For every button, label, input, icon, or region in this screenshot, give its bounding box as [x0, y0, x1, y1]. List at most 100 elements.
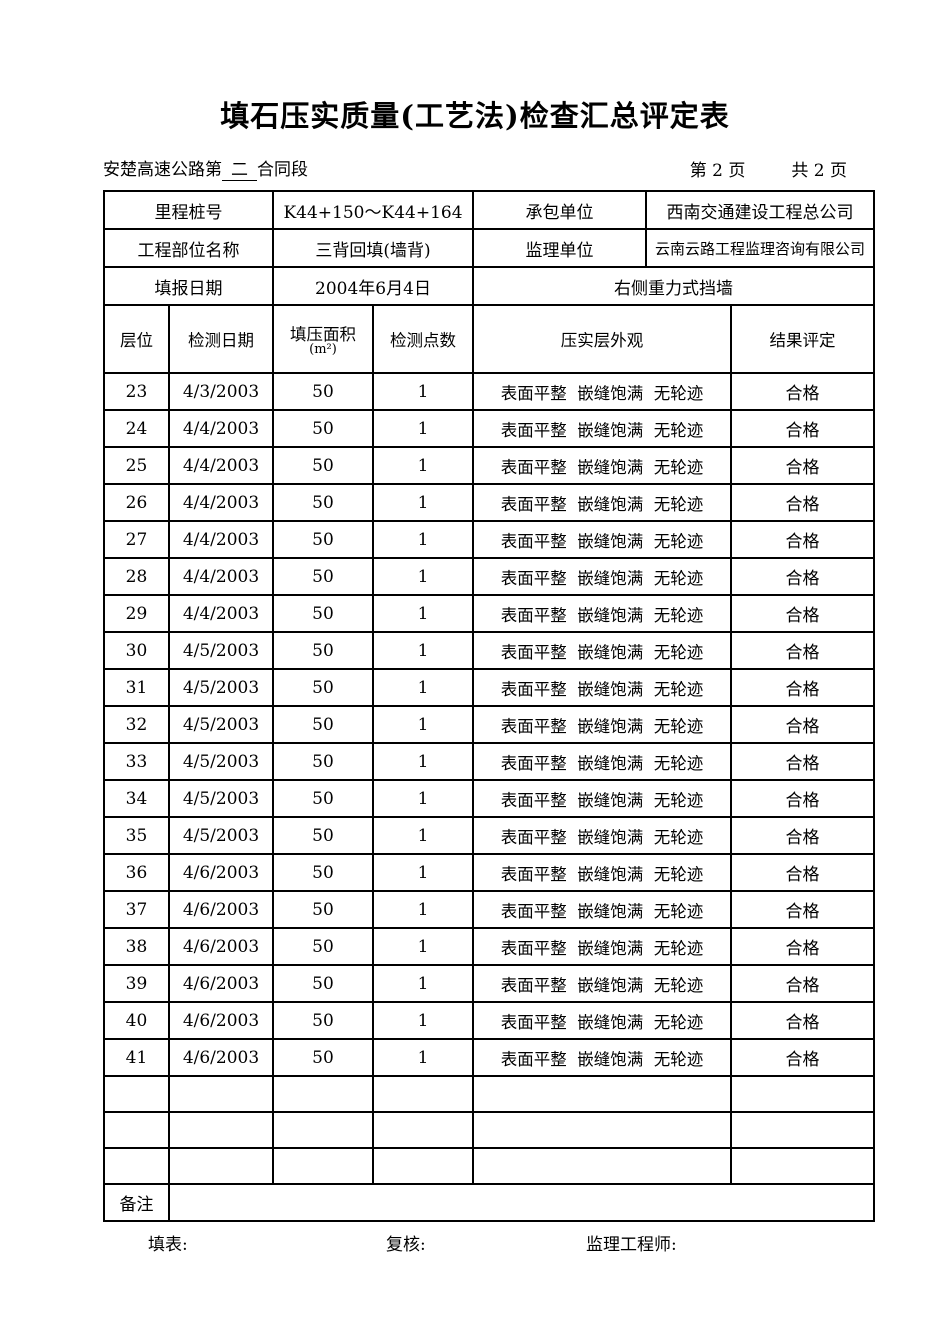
cell-appearance: 表面平整 嵌缝饱满 无轮迹	[472, 557, 732, 596]
cell-date-empty	[168, 1111, 274, 1149]
cell-points-empty	[372, 1111, 474, 1149]
cell-area: 50	[272, 927, 374, 966]
cell-result: 合格	[730, 890, 875, 929]
cell-layer: 41	[103, 1038, 170, 1077]
cell-layer: 40	[103, 1001, 170, 1040]
info-row-mileage: 里程桩号 K44+150～K44+164 承包单位 西南交通建设工程总公司	[103, 190, 875, 230]
cell-area: 50	[272, 446, 374, 485]
cell-layer-empty	[103, 1111, 170, 1149]
cell-points: 1	[372, 483, 474, 522]
cell-area: 50	[272, 557, 374, 596]
cell-appearance: 表面平整 嵌缝饱满 无轮迹	[472, 742, 732, 781]
cell-area: 50	[272, 890, 374, 929]
col-header-area-label: 填压面积	[290, 325, 356, 344]
part-value: 三背回填(墙背)	[272, 228, 474, 268]
table-row: 41 4/6/2003 50 1 表面平整 嵌缝饱满 无轮迹 合格	[103, 1038, 875, 1077]
cell-appearance: 表面平整 嵌缝饱满 无轮迹	[472, 705, 732, 744]
cell-layer: 29	[103, 594, 170, 633]
cell-date: 4/6/2003	[168, 853, 274, 892]
table-row: 29 4/4/2003 50 1 表面平整 嵌缝饱满 无轮迹 合格	[103, 594, 875, 633]
empty-row	[103, 1075, 875, 1113]
cell-result: 合格	[730, 1038, 875, 1077]
cell-area-empty	[272, 1147, 374, 1185]
cell-appearance: 表面平整 嵌缝饱满 无轮迹	[472, 594, 732, 633]
cell-date: 4/4/2003	[168, 520, 274, 559]
cell-result: 合格	[730, 372, 875, 411]
cell-date: 4/4/2003	[168, 409, 274, 448]
empty-row	[103, 1111, 875, 1149]
cell-date: 4/5/2003	[168, 816, 274, 855]
contractor-label: 承包单位	[472, 190, 647, 230]
cell-result: 合格	[730, 1001, 875, 1040]
cell-appearance-empty	[472, 1111, 732, 1149]
cell-date: 4/5/2003	[168, 742, 274, 781]
cell-date: 4/5/2003	[168, 631, 274, 670]
cell-date: 4/5/2003	[168, 668, 274, 707]
table-header: 层位 检测日期 填压面积 (m²) 检测点数 压实层外观 结果评定	[103, 304, 875, 374]
mileage-value: K44+150～K44+164	[272, 190, 474, 230]
supervisor-label: 监理单位	[472, 228, 647, 268]
cell-result: 合格	[730, 483, 875, 522]
cell-area: 50	[272, 520, 374, 559]
cell-layer: 36	[103, 853, 170, 892]
empty-rows	[103, 1075, 875, 1185]
filled-by-label: 填表:	[148, 1235, 188, 1255]
cell-date-empty	[168, 1147, 274, 1185]
cell-layer: 38	[103, 927, 170, 966]
cell-appearance: 表面平整 嵌缝饱满 无轮迹	[472, 631, 732, 670]
cell-date: 4/4/2003	[168, 483, 274, 522]
cell-result-empty	[730, 1075, 875, 1113]
cell-appearance: 表面平整 嵌缝饱满 无轮迹	[472, 520, 732, 559]
cell-appearance: 表面平整 嵌缝饱满 无轮迹	[472, 1001, 732, 1040]
cell-area: 50	[272, 409, 374, 448]
location-value: 右侧重力式挡墙	[472, 266, 875, 306]
cell-result: 合格	[730, 927, 875, 966]
cell-layer: 32	[103, 705, 170, 744]
reviewed-by-label: 复核:	[386, 1235, 426, 1255]
table-row: 31 4/5/2003 50 1 表面平整 嵌缝饱满 无轮迹 合格	[103, 668, 875, 707]
remark-section: 备注	[103, 1183, 875, 1222]
cell-area: 50	[272, 668, 374, 707]
cell-appearance: 表面平整 嵌缝饱满 无轮迹	[472, 409, 732, 448]
page-title: 填石压实质量(工艺法)检查汇总评定表	[220, 99, 730, 133]
col-header-layer: 层位	[103, 304, 170, 374]
cell-points: 1	[372, 779, 474, 818]
cell-area: 50	[272, 816, 374, 855]
cell-date: 4/5/2003	[168, 705, 274, 744]
cell-layer: 24	[103, 409, 170, 448]
date-value: 2004年6月4日	[272, 266, 474, 306]
cell-layer-empty	[103, 1075, 170, 1113]
cell-appearance-empty	[472, 1075, 732, 1113]
cell-date: 4/6/2003	[168, 1038, 274, 1077]
cell-result: 合格	[730, 668, 875, 707]
cell-points: 1	[372, 927, 474, 966]
cell-points: 1	[372, 816, 474, 855]
cell-result-empty	[730, 1147, 875, 1185]
cell-area-empty	[272, 1075, 374, 1113]
table-row: 23 4/3/2003 50 1 表面平整 嵌缝饱满 无轮迹 合格	[103, 372, 875, 411]
table-row: 28 4/4/2003 50 1 表面平整 嵌缝饱满 无轮迹 合格	[103, 557, 875, 596]
cell-layer: 34	[103, 779, 170, 818]
supervisor-value: 云南云路工程监理咨询有限公司	[645, 228, 875, 268]
cell-result: 合格	[730, 557, 875, 596]
cell-result: 合格	[730, 853, 875, 892]
cell-points: 1	[372, 853, 474, 892]
cell-result-empty	[730, 1111, 875, 1149]
cell-date: 4/5/2003	[168, 779, 274, 818]
table-row: 33 4/5/2003 50 1 表面平整 嵌缝饱满 无轮迹 合格	[103, 742, 875, 781]
table-row: 34 4/5/2003 50 1 表面平整 嵌缝饱满 无轮迹 合格	[103, 779, 875, 818]
cell-points: 1	[372, 409, 474, 448]
cell-layer: 31	[103, 668, 170, 707]
cell-layer: 35	[103, 816, 170, 855]
info-row-date: 填报日期 2004年6月4日 右侧重力式挡墙	[103, 266, 875, 306]
table-row: 26 4/4/2003 50 1 表面平整 嵌缝饱满 无轮迹 合格	[103, 483, 875, 522]
table-row: 35 4/5/2003 50 1 表面平整 嵌缝饱满 无轮迹 合格	[103, 816, 875, 855]
page-info: 第 2 页 共 2 页	[690, 156, 873, 181]
page-number: 第 2 页	[689, 161, 746, 181]
cell-appearance: 表面平整 嵌缝饱满 无轮迹	[472, 483, 732, 522]
supervisor-engineer-label: 监理工程师:	[586, 1235, 677, 1255]
cell-layer: 33	[103, 742, 170, 781]
remark-label: 备注	[103, 1183, 170, 1222]
part-label: 工程部位名称	[103, 228, 274, 268]
cell-date: 4/3/2003	[168, 372, 274, 411]
